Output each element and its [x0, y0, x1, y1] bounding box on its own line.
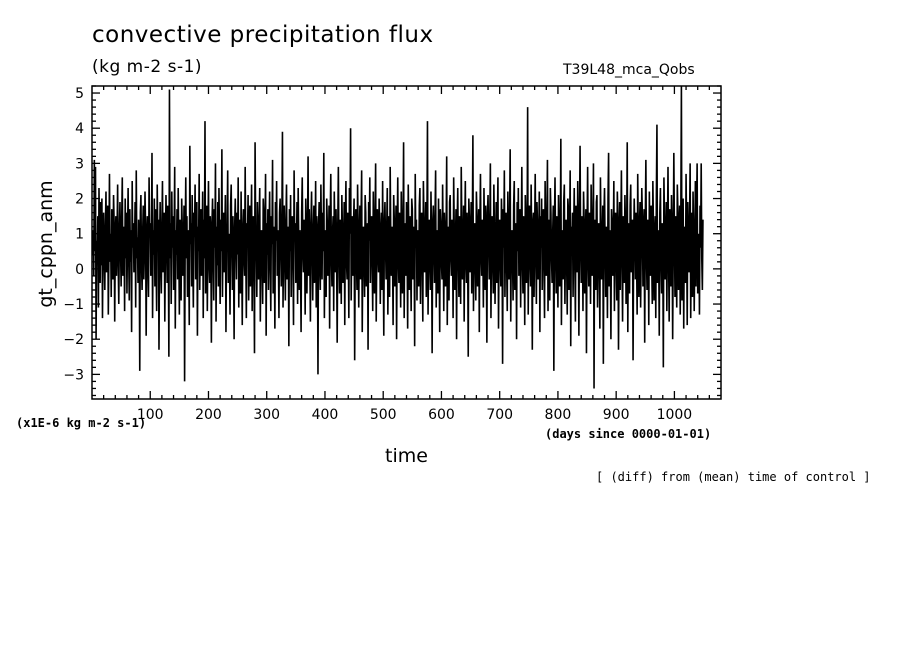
y-tick-label: 1: [75, 227, 84, 243]
x-tick-label: 100: [137, 407, 164, 423]
y-tick-label: −2: [63, 332, 84, 348]
plot-frame: [91, 85, 722, 400]
y-tick-label: −1: [63, 297, 84, 313]
run-label: T39L48_mca_Qobs: [563, 62, 695, 78]
chart-title: convective precipitation flux: [92, 22, 434, 48]
y-tick-label: 3: [75, 156, 84, 172]
footnote: [ (diff) from (mean) time of control ]: [596, 470, 871, 484]
x-tick-label: 200: [195, 407, 222, 423]
x-axis-units: (days since 0000-01-01): [545, 427, 712, 441]
x-tick-label: 900: [603, 407, 630, 423]
y-tick-label: 5: [75, 86, 84, 102]
x-axis-label: time: [385, 445, 428, 467]
series-line: [91, 85, 704, 389]
y-tick-label: −3: [63, 367, 84, 383]
x-tick-label: 300: [253, 407, 280, 423]
y-tick-label: 4: [75, 121, 84, 137]
x-tick-label: 800: [545, 407, 572, 423]
tick-labels: 100 200 300 400 500 600 700 800 900 1000 −3 −2 −1 0 1 2…: [63, 86, 692, 423]
y-tick-label: 0: [75, 262, 84, 278]
y-axis-label: gt_cppn_anm: [35, 180, 57, 307]
y-scale-note: (x1E-6 kg m-2 s-1): [16, 416, 147, 430]
x-tick-label: 700: [486, 407, 513, 423]
x-tick-label: 1000: [657, 407, 693, 423]
x-tick-label: 600: [428, 407, 455, 423]
chart-subtitle: (kg m-2 s-1): [92, 57, 203, 77]
x-tick-label: 400: [312, 407, 339, 423]
y-tick-label: 2: [75, 192, 84, 208]
x-tick-label: 500: [370, 407, 397, 423]
